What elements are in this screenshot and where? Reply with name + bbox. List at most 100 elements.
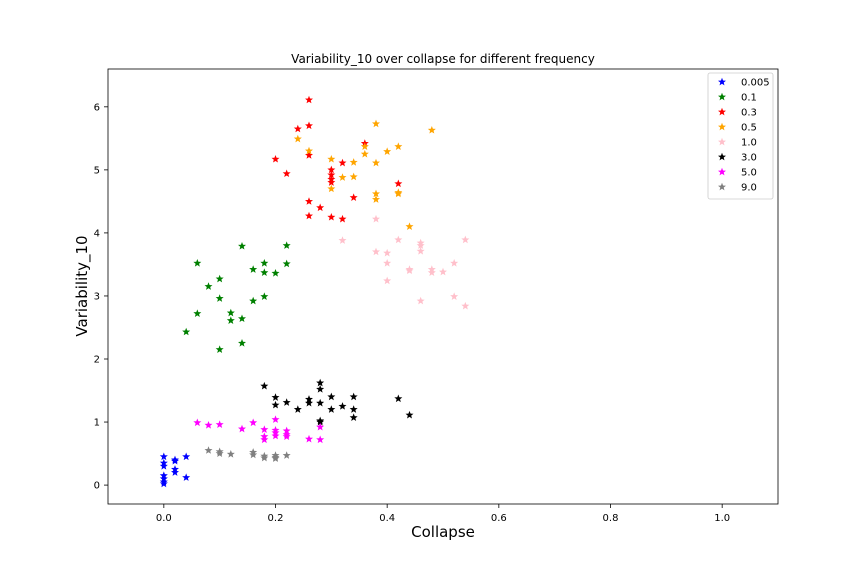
legend-marker — [718, 122, 726, 131]
data-point — [461, 301, 470, 310]
x-tick-label: 1.0 — [714, 513, 730, 524]
data-point — [282, 169, 291, 178]
data-point — [316, 203, 325, 212]
data-point — [193, 309, 202, 318]
legend-entry: 0.5 — [741, 123, 757, 134]
data-point — [282, 432, 291, 440]
data-point — [271, 154, 280, 163]
legend-entry: 0.1 — [741, 93, 757, 104]
data-point — [204, 282, 213, 290]
data-point — [260, 381, 269, 390]
data-point — [305, 146, 313, 155]
data-point — [271, 393, 280, 401]
data-point — [327, 165, 336, 174]
data-point — [327, 212, 336, 221]
data-point — [293, 405, 302, 413]
data-point — [372, 119, 380, 128]
data-point — [260, 292, 269, 300]
data-point — [372, 247, 380, 256]
legend-marker — [718, 152, 726, 161]
data-point — [316, 398, 325, 407]
data-point — [271, 415, 280, 423]
legend-marker — [718, 137, 726, 146]
data-point — [327, 392, 336, 401]
data-point — [338, 173, 347, 181]
data-point — [204, 446, 213, 454]
plot-area — [107, 68, 779, 505]
data-point — [271, 400, 280, 409]
data-point — [305, 197, 313, 205]
data-point — [383, 276, 392, 285]
data-point — [215, 449, 224, 457]
data-point — [282, 259, 291, 268]
x-tick-label: 0.8 — [603, 513, 619, 524]
x-axis-label: Collapse — [411, 523, 475, 541]
data-point — [305, 434, 313, 443]
data-point — [193, 258, 202, 267]
data-points — [159, 95, 470, 488]
data-point — [427, 125, 436, 134]
legend-entry: 5.0 — [741, 168, 757, 179]
legend-entry: 3.0 — [741, 153, 757, 164]
data-point — [159, 452, 168, 461]
y-tick-label: 5 — [94, 165, 100, 176]
x-tick-label: 0.6 — [491, 513, 507, 524]
legend-marker — [718, 92, 726, 101]
data-point — [349, 158, 358, 166]
data-point — [394, 142, 403, 150]
data-point — [305, 151, 313, 159]
data-point — [159, 479, 168, 488]
x-tick-label: 0.4 — [379, 513, 395, 524]
legend-marker — [718, 77, 726, 86]
y-tick-label: 1 — [94, 418, 100, 429]
data-point — [338, 236, 347, 244]
data-point — [450, 292, 459, 300]
legend-entry: 0.3 — [741, 108, 757, 119]
data-point — [383, 147, 392, 155]
legend: 0.005 0.1 0.3 0.5 1.0 3.0 5.0 9.0 — [707, 72, 774, 200]
data-point — [171, 468, 179, 476]
data-point — [383, 258, 392, 267]
data-point — [372, 214, 380, 223]
data-point — [249, 296, 258, 305]
data-point — [182, 452, 191, 461]
data-point — [349, 172, 358, 181]
y-tick-label: 6 — [94, 102, 100, 113]
data-point — [293, 134, 302, 143]
data-point — [293, 124, 302, 133]
data-point — [260, 453, 269, 462]
data-point — [338, 402, 347, 410]
legend-marker — [718, 182, 726, 191]
data-point — [193, 418, 202, 427]
data-point — [215, 274, 224, 283]
data-point — [204, 421, 213, 429]
data-point — [372, 158, 380, 167]
data-point — [349, 405, 358, 413]
legend-entry: 1.0 — [741, 138, 757, 149]
legend-entry: 9.0 — [741, 183, 757, 194]
data-point — [282, 398, 291, 406]
legend-marker — [718, 167, 726, 176]
data-point — [305, 121, 313, 130]
y-tick-label: 2 — [94, 355, 100, 366]
legend-marker — [718, 107, 726, 116]
legend-entry: 0.005 — [741, 78, 770, 89]
x-tick-label: 0.2 — [268, 513, 284, 524]
data-point — [260, 268, 269, 277]
data-point — [316, 435, 325, 444]
data-point — [394, 235, 403, 244]
data-point — [450, 258, 459, 267]
legend-box — [707, 72, 774, 200]
data-point — [226, 308, 235, 317]
data-point — [171, 456, 179, 465]
data-point — [249, 450, 258, 459]
data-point — [271, 454, 280, 463]
y-tick-label: 3 — [94, 291, 100, 302]
data-point — [360, 149, 369, 158]
data-point — [282, 241, 291, 249]
data-point — [249, 418, 258, 427]
data-point — [260, 258, 269, 267]
data-point — [226, 450, 235, 458]
data-point — [327, 170, 336, 179]
